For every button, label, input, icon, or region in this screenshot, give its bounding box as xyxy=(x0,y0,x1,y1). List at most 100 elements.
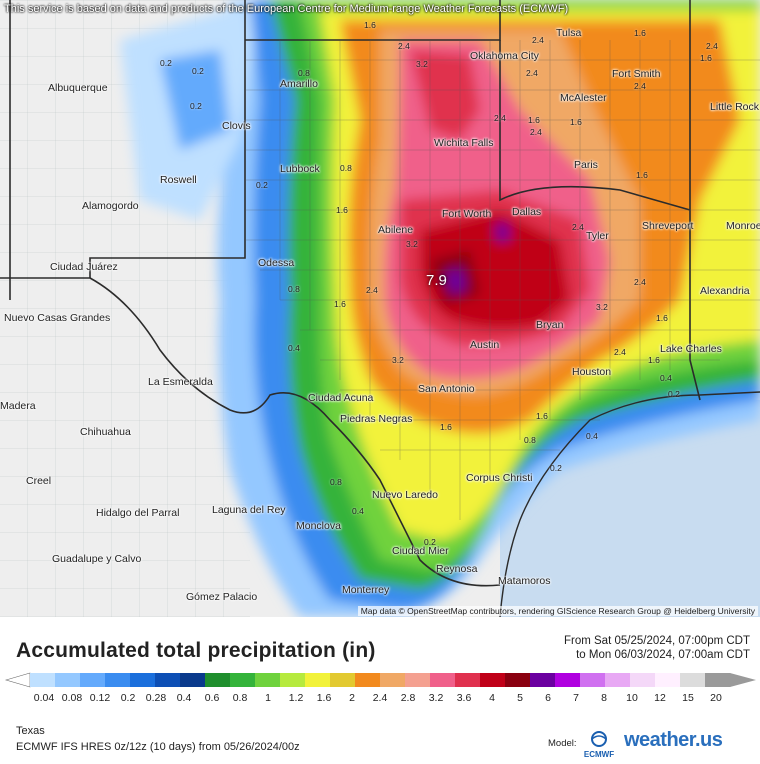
scale-swatch xyxy=(455,673,481,687)
precip-value-label: 3.2 xyxy=(406,239,418,249)
scale-swatch xyxy=(155,673,181,687)
precip-value-label: 1.6 xyxy=(528,115,540,125)
city-label: Lake Charles xyxy=(660,343,722,355)
weather-us-logo[interactable]: weather.us xyxy=(624,729,723,751)
scale-tick-label: 0.08 xyxy=(62,692,83,704)
precip-value-label: 2.4 xyxy=(398,41,410,51)
precip-value-label: 2.4 xyxy=(706,41,718,51)
precip-value-label: 1.6 xyxy=(334,299,346,309)
scale-tick-label: 1.2 xyxy=(289,692,304,704)
precip-value-label: 0.2 xyxy=(424,537,436,547)
city-label: Corpus Christi xyxy=(466,472,533,484)
ecmwf-notice: This service is based on data and produc… xyxy=(4,3,569,15)
city-label: Fort Worth xyxy=(442,208,492,220)
map-attribution[interactable]: Map data © OpenStreetMap contributors, r… xyxy=(357,606,758,616)
county-lines xyxy=(245,40,760,520)
city-label: Alexandria xyxy=(700,285,750,297)
scale-tick-label: 10 xyxy=(626,692,638,704)
city-label: Tulsa xyxy=(556,27,582,39)
precip-value-label: 0.2 xyxy=(256,180,268,190)
scale-tick-label: 0.4 xyxy=(177,692,192,704)
precip-value-label: 1.6 xyxy=(656,313,668,323)
scale-tick-label: 1.6 xyxy=(317,692,332,704)
scale-swatch xyxy=(205,673,231,687)
precip-value-label: 0.2 xyxy=(190,101,202,111)
scale-tick-label: 0.2 xyxy=(121,692,136,704)
precip-value-label: 1.6 xyxy=(700,53,712,63)
precip-value-label: 0.2 xyxy=(668,389,680,399)
scale-tick-label: 0.8 xyxy=(233,692,248,704)
scale-swatch xyxy=(480,673,506,687)
scale-swatch xyxy=(330,673,356,687)
city-label: McAlester xyxy=(560,92,607,104)
precip-value-label: 2.4 xyxy=(634,81,646,91)
scale-tick-label: 1 xyxy=(265,692,271,704)
city-label: Roswell xyxy=(160,174,197,186)
city-label: Fort Smith xyxy=(612,68,661,80)
scale-tick-label: 5 xyxy=(517,692,523,704)
precip-value-label: 2.4 xyxy=(494,113,506,123)
city-label: San Antonio xyxy=(418,383,475,395)
scale-swatch xyxy=(280,673,306,687)
precip-value-label: 0.8 xyxy=(288,284,300,294)
precip-value-label: 0.2 xyxy=(160,58,172,68)
scale-tick-label: 7 xyxy=(573,692,579,704)
city-label: Albuquerque xyxy=(48,82,108,94)
scale-swatch xyxy=(555,673,581,687)
precip-value-label: 0.8 xyxy=(298,68,310,78)
scale-tick-label: 8 xyxy=(601,692,607,704)
city-label: Austin xyxy=(470,339,500,351)
city-label: Reynosa xyxy=(436,563,478,575)
city-label: Houston xyxy=(572,366,612,378)
scale-tick-label: 0.04 xyxy=(34,692,55,704)
scale-arrow-low xyxy=(4,672,31,688)
city-label: Madera xyxy=(0,400,36,412)
precip-value-label: 1.6 xyxy=(336,205,348,215)
city-label: Paris xyxy=(574,159,598,171)
city-label: Odessa xyxy=(258,257,295,269)
scale-tick-label: 12 xyxy=(654,692,666,704)
precip-value-label: 0.8 xyxy=(340,163,352,173)
scale-tick-label: 0.6 xyxy=(205,692,220,704)
precip-value-label: 1.6 xyxy=(634,28,646,38)
city-label: Oklahoma City xyxy=(470,50,539,62)
scale-tick-label: 0.28 xyxy=(146,692,167,704)
precip-value-label: 3.2 xyxy=(596,302,608,312)
color-scale-bar: 0.04 0.08 0.12 0.2 0.28 0.4 0.6 0.8 1 1.2 1.6 2 2.4 2… xyxy=(4,672,756,704)
precip-value-label: 0.4 xyxy=(660,373,672,383)
precip-value-label: 2.4 xyxy=(614,347,626,357)
precip-value-label: 0.2 xyxy=(192,66,204,76)
precip-value-label: 2.4 xyxy=(572,222,584,232)
scale-tick-label: 2.8 xyxy=(401,692,416,704)
scale-swatch xyxy=(230,673,256,687)
scale-swatch xyxy=(105,673,131,687)
city-label: Amarillo xyxy=(280,78,318,90)
scale-swatch xyxy=(405,673,431,687)
scale-tick-label: 6 xyxy=(545,692,551,704)
city-label: Monclova xyxy=(296,520,341,532)
scale-swatch xyxy=(255,673,281,687)
city-label: Dallas xyxy=(512,206,542,218)
precipitation-map[interactable]: This service is based on data and produc… xyxy=(0,0,760,617)
precip-value-label: 1.6 xyxy=(570,117,582,127)
city-label: Wichita Falls xyxy=(434,137,494,149)
precip-value-label: 0.4 xyxy=(586,431,598,441)
time-to: to Mon 06/03/2024, 07:00am CDT xyxy=(576,649,750,661)
precip-value-label: 2.4 xyxy=(530,127,542,137)
city-label: Ciudad Acuna xyxy=(308,392,374,404)
city-label: Shreveport xyxy=(642,220,694,232)
city-label: Gómez Palacio xyxy=(186,591,258,603)
ecmwf-logo[interactable]: ECMWF xyxy=(580,729,618,759)
precip-value-label: 2.4 xyxy=(526,68,538,78)
scale-swatch xyxy=(80,673,106,687)
scale-tick-label: 20 xyxy=(710,692,722,704)
ecmwf-logo-icon: ECMWF xyxy=(584,731,614,759)
time-range: From Sat 05/25/2024, 07:00pm CDT to Mon … xyxy=(564,634,750,662)
scale-swatch xyxy=(430,673,456,687)
scale-swatch xyxy=(505,673,531,687)
precip-value-label: 1.6 xyxy=(636,170,648,180)
city-label: Piedras Negras xyxy=(340,413,413,425)
time-from: From Sat 05/25/2024, 07:00pm CDT xyxy=(563,635,750,647)
city-label: Ciudad Mier xyxy=(392,545,449,557)
max-precip-value: 7.9 xyxy=(426,272,447,289)
